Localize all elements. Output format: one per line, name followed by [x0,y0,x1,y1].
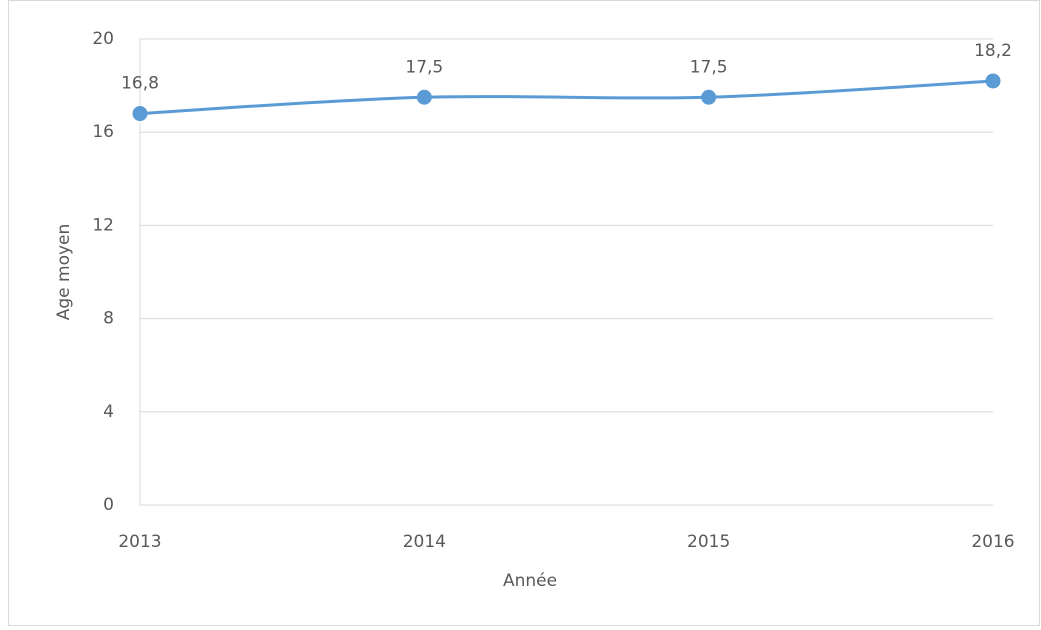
x-tick-label: 2014 [403,532,446,552]
data-point [701,89,717,105]
y-tick-label: 12 [92,215,114,235]
x-axis-label: Année [503,571,557,591]
x-tick-label: 2016 [971,532,1014,552]
y-axis-label: Age moyen [54,224,74,321]
data-point [985,73,1001,89]
data-label: 17,5 [690,57,728,77]
x-tick-label: 2013 [118,532,161,552]
data-point [416,89,432,105]
x-tick-label: 2015 [687,532,730,552]
data-label: 18,2 [974,41,1012,61]
series-line [139,79,994,116]
data-point [132,106,148,122]
chart-border [8,0,1040,626]
y-tick-label: 4 [103,402,114,422]
y-tick-label: 20 [92,29,114,49]
y-tick-label: 0 [103,495,114,515]
data-label: 17,5 [405,57,443,77]
y-tick-label: 8 [103,309,114,329]
data-label: 16,8 [121,74,159,94]
y-tick-label: 16 [92,122,114,142]
